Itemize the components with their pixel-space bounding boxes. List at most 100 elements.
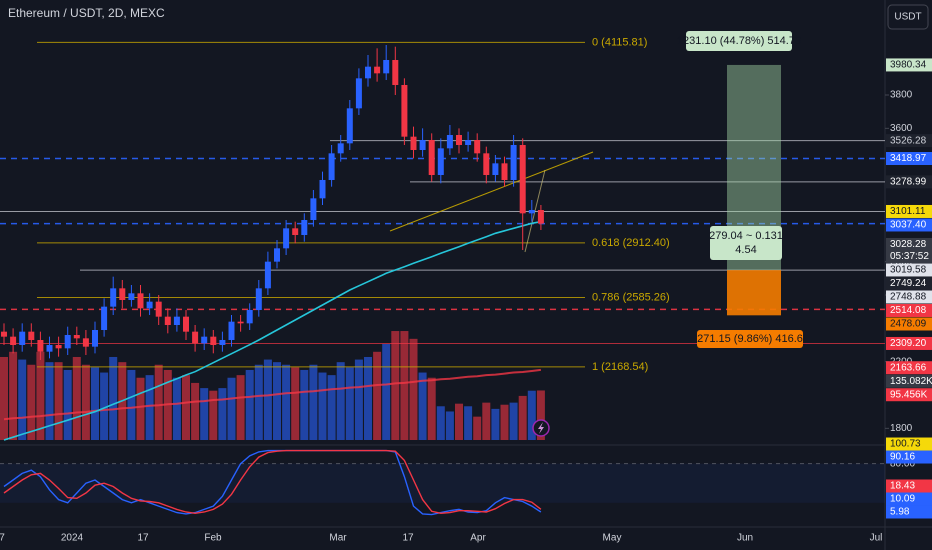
volume-bar bbox=[191, 382, 200, 440]
currency-button[interactable] bbox=[887, 4, 929, 30]
price-tag-label: 18.43 bbox=[890, 481, 915, 492]
volume-bar bbox=[200, 388, 209, 440]
candle-body bbox=[37, 340, 44, 352]
x-tick-label: 17 bbox=[402, 533, 414, 544]
volume-bar bbox=[227, 377, 236, 440]
candle-body bbox=[10, 336, 17, 345]
candle-body bbox=[337, 143, 344, 154]
candle-body bbox=[101, 306, 108, 330]
x-tick-label: Jul bbox=[870, 533, 883, 544]
volume-bar bbox=[364, 356, 372, 440]
volume-bar bbox=[436, 406, 445, 440]
price-tag-label: 2514.08 bbox=[890, 305, 927, 316]
candle-body bbox=[437, 148, 444, 175]
price-tag bbox=[886, 303, 932, 317]
price-tag bbox=[886, 204, 932, 218]
price-tag-label: 3019.58 bbox=[890, 265, 927, 276]
volume-bar bbox=[327, 375, 336, 440]
price-tag bbox=[886, 374, 932, 388]
volume-bar bbox=[154, 364, 163, 440]
y-tick-label: 3600 bbox=[890, 123, 913, 134]
volume-bar bbox=[63, 369, 72, 440]
candle-body bbox=[310, 198, 317, 220]
volume-bar bbox=[100, 372, 109, 440]
fib-label: 0 (4115.81) bbox=[592, 36, 647, 48]
x-tick-label: 2024 bbox=[61, 533, 84, 544]
fib-label: 0.786 (2585.26) bbox=[592, 291, 670, 303]
price-tag-label: 3418.97 bbox=[890, 153, 927, 164]
price-tag-label: 2748.88 bbox=[890, 292, 927, 303]
candle-body bbox=[501, 163, 508, 180]
position-mid-box bbox=[710, 226, 782, 260]
chart-title: Ethereum / USDT, 2D, MEXC bbox=[8, 6, 165, 20]
candle-body bbox=[28, 331, 35, 340]
price-tag-label: 135.082K bbox=[890, 376, 932, 387]
stoch-k-line bbox=[3, 449, 542, 516]
x-tick-label: 7 bbox=[0, 533, 5, 544]
price-tag bbox=[886, 237, 932, 263]
candle-body bbox=[192, 331, 199, 344]
price-tag bbox=[886, 336, 932, 350]
price-tag-label: 3037.40 bbox=[890, 220, 927, 231]
y-tick-label: 1800 bbox=[890, 423, 913, 434]
price-tag bbox=[886, 492, 932, 506]
x-tick-label: 17 bbox=[137, 533, 149, 544]
price-tag-label: 2749.24 bbox=[890, 278, 927, 289]
volume-bar bbox=[427, 377, 436, 440]
volume-bar bbox=[245, 369, 254, 440]
volume-bar bbox=[445, 411, 454, 440]
candle-body bbox=[292, 228, 299, 235]
candle-body bbox=[465, 140, 472, 145]
volume-bar bbox=[282, 364, 291, 440]
currency-button-label[interactable]: USDT bbox=[894, 12, 921, 23]
candle-body bbox=[92, 330, 98, 347]
alert-icon-bolt bbox=[538, 422, 544, 434]
candle-body bbox=[510, 145, 517, 180]
price-tag-label: 3278.99 bbox=[890, 176, 927, 187]
candle-body bbox=[383, 60, 390, 74]
volume-bar bbox=[345, 367, 354, 440]
price-tag-label: 2309.20 bbox=[890, 338, 927, 349]
price-tag bbox=[886, 437, 932, 451]
volume-bar bbox=[81, 364, 90, 440]
candle-body bbox=[492, 163, 499, 175]
candle-body bbox=[528, 210, 535, 214]
volume-bar bbox=[45, 362, 54, 440]
volume-ma-line bbox=[3, 368, 542, 421]
candle-body bbox=[392, 60, 399, 85]
price-tag-label: 3028.28 bbox=[890, 239, 927, 250]
price-tag bbox=[886, 276, 932, 290]
candle-body bbox=[483, 153, 490, 175]
price-tag bbox=[886, 152, 932, 166]
x-tick-label: May bbox=[603, 533, 622, 544]
volume-bar bbox=[54, 362, 63, 440]
candle-body bbox=[64, 335, 71, 349]
candle-body bbox=[146, 301, 153, 309]
volume-bar bbox=[418, 372, 427, 440]
volume-bar bbox=[273, 362, 281, 440]
candle-body bbox=[419, 140, 426, 150]
price-tag bbox=[886, 505, 932, 519]
candle-body bbox=[119, 288, 126, 300]
candle-body bbox=[274, 248, 280, 262]
volume-bar bbox=[400, 331, 409, 440]
x-tick-label: Apr bbox=[470, 533, 486, 544]
position-target-box bbox=[686, 31, 792, 51]
price-tag bbox=[886, 450, 932, 464]
volume-bar bbox=[109, 356, 118, 440]
volume-bar bbox=[18, 359, 27, 440]
price-tag bbox=[886, 317, 932, 331]
candle-body bbox=[19, 331, 26, 345]
volume-bar bbox=[309, 364, 318, 440]
candle-body bbox=[346, 108, 353, 144]
volume-bar bbox=[254, 364, 263, 440]
x-tick-label: Feb bbox=[204, 533, 222, 544]
volume-bar bbox=[9, 351, 18, 440]
candle-body bbox=[374, 66, 381, 74]
price-tag-label: 3980.34 bbox=[890, 60, 927, 71]
candle-body bbox=[201, 336, 208, 344]
candle-body bbox=[410, 136, 417, 150]
candle-body bbox=[82, 338, 89, 347]
volume-bar bbox=[236, 375, 245, 440]
